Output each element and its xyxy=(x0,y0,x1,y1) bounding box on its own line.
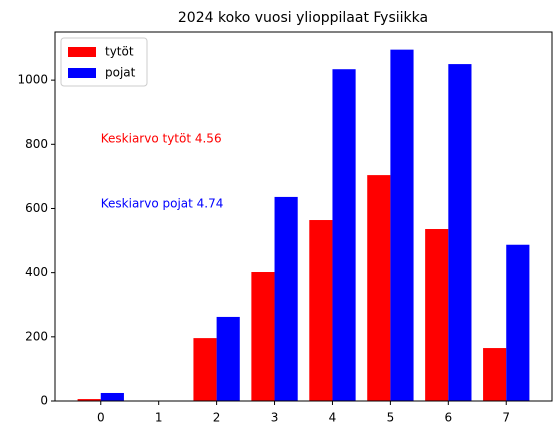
y-tick-label: 0 xyxy=(40,394,48,408)
bar xyxy=(425,229,449,401)
bar xyxy=(193,338,217,401)
annotation: Keskiarvo pojat 4.74 xyxy=(101,197,224,211)
y-tick-label: 1000 xyxy=(17,73,48,87)
chart-title: 2024 koko vuosi ylioppilaat Fysiikka xyxy=(178,10,428,26)
y-tick-label: 800 xyxy=(25,137,48,151)
axes-frame xyxy=(54,31,553,402)
bar xyxy=(77,399,101,401)
annotation: Keskiarvo tytöt 4.56 xyxy=(101,132,222,146)
x-tick-label: 0 xyxy=(97,411,105,425)
bar xyxy=(390,49,414,401)
x-tick-label: 2 xyxy=(213,411,221,425)
legend-swatch xyxy=(68,68,96,78)
legend-label: tytöt xyxy=(105,45,134,59)
y-tick-label: 400 xyxy=(25,265,48,279)
bar xyxy=(332,69,356,401)
x-tick-label: 1 xyxy=(155,411,163,425)
bar xyxy=(367,175,391,401)
bar xyxy=(274,196,298,401)
bar xyxy=(100,392,124,401)
bar xyxy=(506,244,530,401)
y-tick-label: 600 xyxy=(25,201,48,215)
x-tick-label: 4 xyxy=(329,411,337,425)
legend-label: pojat xyxy=(105,66,136,80)
x-tick-label: 7 xyxy=(502,411,510,425)
x-tick-label: 5 xyxy=(387,411,395,425)
y-tick-label: 200 xyxy=(25,329,48,343)
bar xyxy=(309,220,333,401)
bar xyxy=(448,64,472,401)
bar xyxy=(483,348,507,401)
bar xyxy=(216,316,240,401)
bar xyxy=(251,272,275,401)
x-tick-label: 6 xyxy=(444,411,452,425)
legend-swatch xyxy=(68,47,96,57)
x-tick-label: 3 xyxy=(271,411,279,425)
